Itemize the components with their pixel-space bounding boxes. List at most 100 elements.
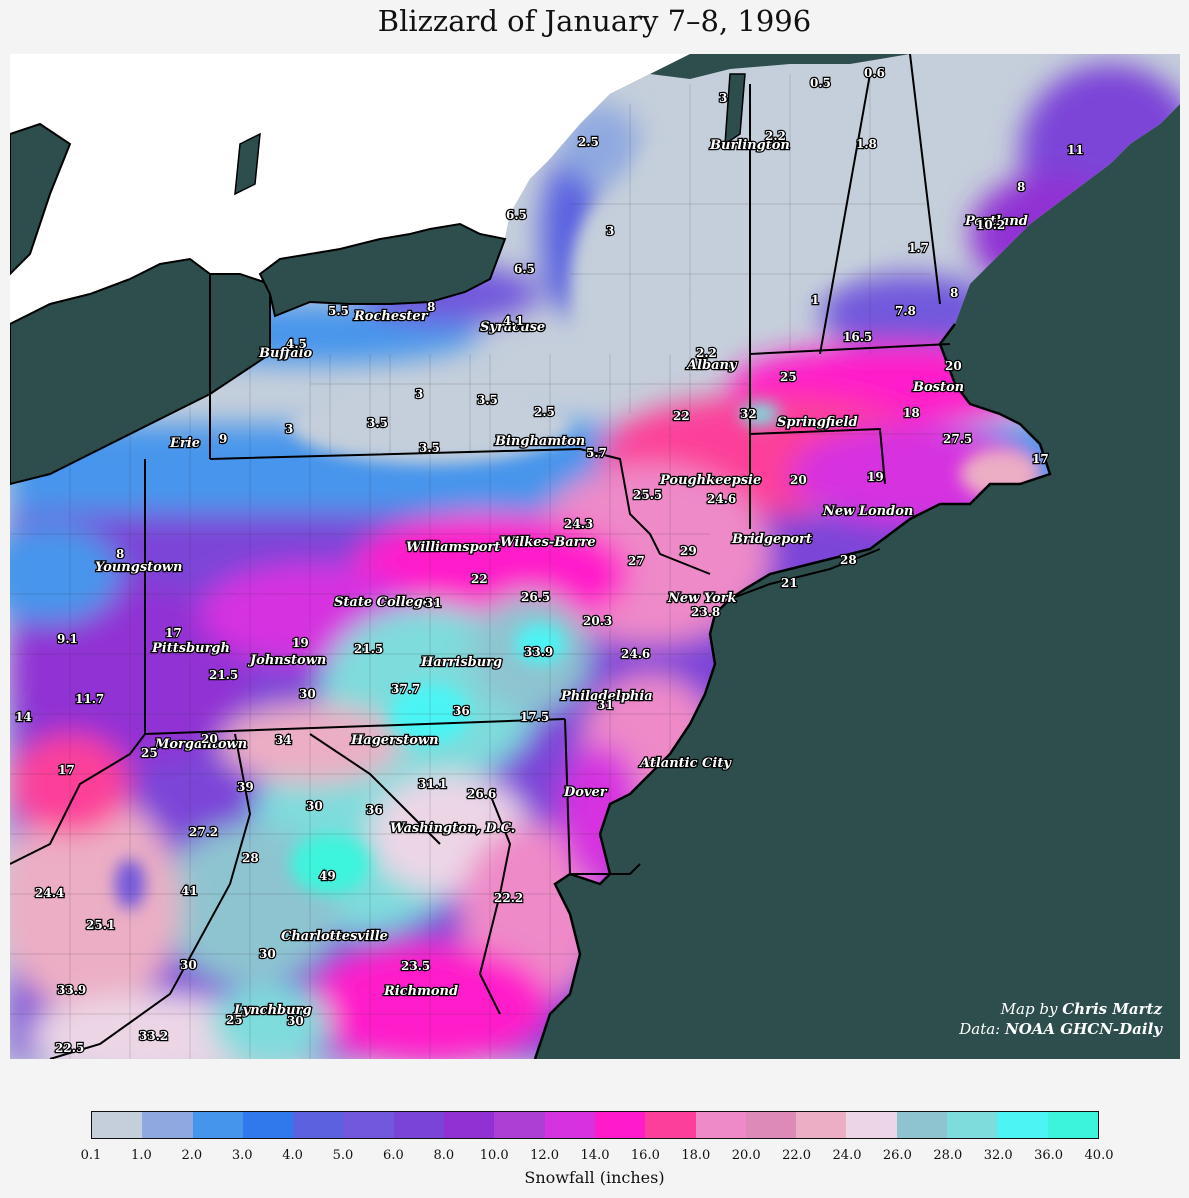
- snowfall-value: 23.8: [691, 605, 720, 619]
- snowfall-value: 9.1: [57, 632, 78, 646]
- snowfall-value: 25: [780, 370, 797, 384]
- snowfall-value: 11: [1067, 143, 1084, 157]
- colorbar-swatch: [1047, 1112, 1098, 1138]
- snowfall-value: 34: [275, 733, 292, 747]
- snowfall-value: 33.9: [524, 645, 553, 659]
- colorbar-tick-label: 10.0: [479, 1148, 509, 1163]
- snowfall-value: 8: [1017, 180, 1025, 194]
- colorbar-tick-label: 28.0: [933, 1148, 963, 1163]
- snowfall-value: 33.2: [139, 1029, 168, 1043]
- snowfall-value: 39: [237, 780, 254, 794]
- colorbar-swatch: [494, 1112, 545, 1138]
- canada-region: [10, 54, 690, 324]
- snowfall-value: 4.5: [286, 337, 307, 351]
- city-label: Atlantic City: [638, 756, 732, 771]
- snowfall-value: 24.6: [707, 492, 736, 506]
- city-label: Bridgeport: [731, 532, 812, 547]
- snowfall-value: 31: [425, 596, 442, 610]
- snowfall-value: 9: [219, 432, 227, 446]
- colorbar-label: Snowfall (inches): [524, 1168, 665, 1187]
- snowfall-value: 2.5: [534, 405, 555, 419]
- snowfall-value: 22.2: [494, 891, 523, 905]
- snowfall-value: 0.6: [864, 66, 885, 80]
- snowfall-value: 20: [945, 359, 962, 373]
- snowfall-value: 5.7: [586, 446, 607, 460]
- snowfall-value: 21.5: [209, 668, 238, 682]
- snowfall-value: 1.8: [856, 137, 877, 151]
- snowfall-value: 17: [1032, 452, 1049, 466]
- colorbar-swatch: [343, 1112, 394, 1138]
- snowfall-value: 3: [285, 422, 293, 436]
- snowfall-value: 6.5: [514, 262, 535, 276]
- snowfall-value: 21: [781, 576, 798, 590]
- colorbar-tick-label: 6.0: [383, 1148, 404, 1163]
- snowfall-value: 20.3: [583, 614, 612, 628]
- city-label: Richmond: [383, 984, 458, 999]
- snowfall-value: 26.6: [467, 787, 496, 801]
- snowfall-value: 20: [790, 473, 807, 487]
- snowfall-value: 14: [15, 710, 32, 724]
- city-label: Johnstown: [247, 653, 326, 668]
- city-label: Dover: [563, 785, 608, 800]
- city-label: Hagerstown: [350, 733, 439, 748]
- city-label: Albany: [685, 358, 738, 373]
- snowfall-value: 8: [116, 547, 124, 561]
- snowfall-value: 24.6: [621, 647, 650, 661]
- snowfall-value: 29: [680, 544, 697, 558]
- credit-map-by: Map by Chris Martz: [1000, 1000, 1162, 1018]
- snowfall-value: 28: [242, 851, 259, 865]
- city-label: Pittsburgh: [151, 641, 230, 656]
- snowfall-value: 3: [415, 387, 423, 401]
- colorbar-swatch: [444, 1112, 495, 1138]
- colorbar-tick-label: 22.0: [782, 1148, 812, 1163]
- snowfall-value: 23.5: [401, 959, 430, 973]
- colorbar-tick-label: 32.0: [983, 1148, 1013, 1163]
- snowfall-value: 49: [319, 869, 336, 883]
- snowfall-value: 41: [181, 884, 198, 898]
- colorbar-swatch: [846, 1112, 897, 1138]
- snowfall-value: 2.2: [765, 129, 786, 143]
- colorbar-swatch: [645, 1112, 696, 1138]
- city-label: Harrisburg: [420, 655, 502, 670]
- city-label: New York: [667, 591, 737, 606]
- lake-erie: [10, 257, 271, 486]
- snowfall-value: 27.5: [943, 432, 972, 446]
- colorbar-tick-label: 24.0: [832, 1148, 862, 1163]
- snowfall-value: 33.9: [57, 983, 86, 997]
- snowfall-value: 26.5: [521, 590, 550, 604]
- colorbar-swatch: [796, 1112, 847, 1138]
- snowfall-value: 4.1: [503, 314, 524, 328]
- city-label: Wilkes-Barre: [500, 535, 596, 550]
- snowfall-value: 16.5: [843, 330, 872, 344]
- colorbar-swatch: [997, 1112, 1048, 1138]
- snowfall-value: 24.3: [564, 517, 593, 531]
- snowfall-value: 31.1: [418, 777, 447, 791]
- colorbar-tick-label: 0.1: [80, 1148, 102, 1163]
- snowfall-value: 36: [453, 704, 470, 718]
- snowfall-value: 19: [292, 636, 309, 650]
- colorbar-swatch: [745, 1112, 797, 1138]
- colorbar-tick-label: 18.0: [681, 1148, 711, 1163]
- snowfall-value: 30: [180, 958, 197, 972]
- city-label: Boston: [912, 380, 964, 395]
- city-label: Buffalo: [258, 346, 313, 361]
- snowfall-value: 30: [287, 1014, 304, 1028]
- snowfall-value: 11.7: [75, 692, 104, 706]
- snowfall-value: 6.5: [506, 208, 527, 222]
- city-label: Erie: [169, 436, 200, 451]
- colorbar-swatch: [192, 1112, 243, 1138]
- snowfall-value: 2.2: [696, 346, 717, 360]
- city-label: Burlington: [709, 138, 790, 153]
- snowfall-value: 30: [259, 947, 276, 961]
- city-label: Binghamton: [494, 434, 585, 449]
- snowfall-value: 3: [719, 91, 727, 105]
- snowfall-value: 30: [299, 687, 316, 701]
- snowfall-value: 36: [366, 803, 383, 817]
- snowfall-value: 25: [141, 746, 158, 760]
- colorbar-tick-label: 3.0: [231, 1148, 253, 1163]
- colorbar-swatch: [242, 1112, 294, 1138]
- snowfall-value: 2.5: [578, 135, 599, 149]
- colorbar-tick-label: 16.0: [630, 1148, 660, 1163]
- snowfall-value: 22.5: [55, 1041, 84, 1055]
- colorbar-swatch: [293, 1112, 344, 1138]
